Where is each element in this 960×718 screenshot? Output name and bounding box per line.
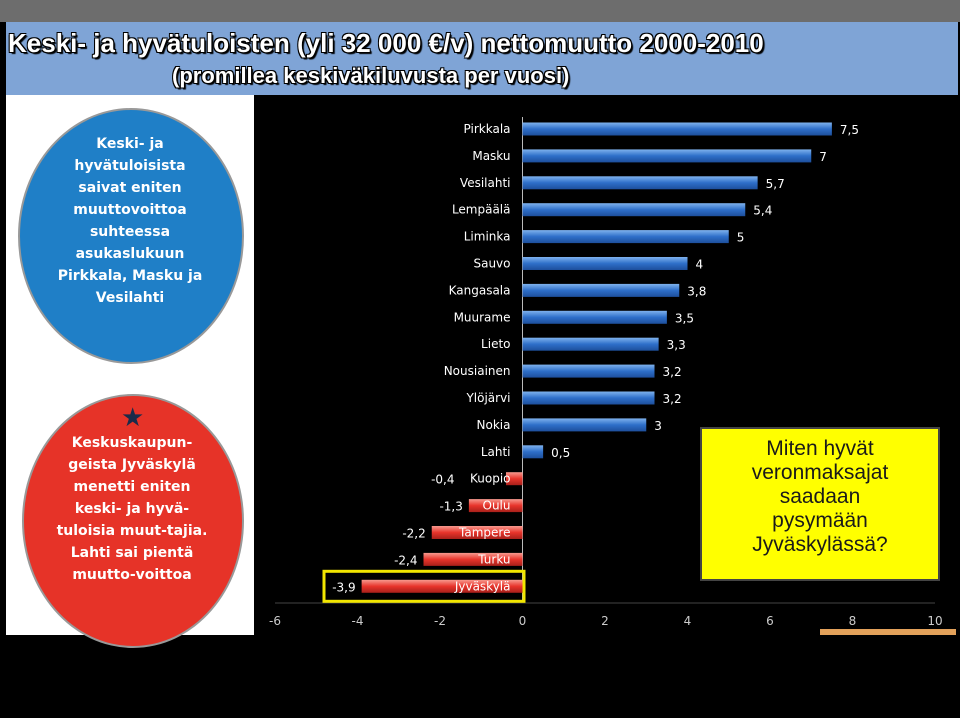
bar: [522, 230, 729, 244]
bar: [468, 499, 523, 513]
data-label: 3: [654, 419, 662, 433]
top-strip: [0, 0, 960, 22]
bar: [522, 149, 812, 163]
category-label: Kangasala: [449, 283, 511, 297]
callout-box: Miten hyvät veronmaksajat saadaan pysymä…: [700, 427, 940, 581]
bar: [522, 122, 832, 136]
x-tick-label: 10: [927, 614, 942, 628]
category-label: Nousiainen: [444, 364, 511, 378]
data-label: 5,7: [766, 177, 785, 191]
data-label: 7,5: [840, 123, 859, 137]
orange-accent-bar: [820, 629, 956, 635]
data-label: -2,2: [402, 527, 425, 541]
bar: [522, 310, 667, 324]
category-label: Jyväskylä: [454, 579, 511, 593]
slide-subtitle: (promillea keskiväkiluvusta per vuosi): [172, 63, 570, 88]
category-label: Lahti: [481, 445, 511, 459]
category-label: Muurame: [454, 310, 511, 324]
data-label: -2,4: [394, 553, 417, 567]
x-tick-label: 6: [766, 614, 774, 628]
category-label: Lieto: [481, 337, 510, 351]
x-tick-label: 2: [601, 614, 609, 628]
x-tick-label: -4: [352, 614, 364, 628]
bar: [522, 257, 688, 270]
x-tick-label: 4: [684, 614, 692, 628]
data-label: 0,5: [551, 446, 570, 460]
data-label: 3,2: [663, 392, 682, 406]
x-tick-label: 0: [519, 614, 527, 628]
bar: [361, 579, 523, 593]
bar: [522, 176, 758, 190]
red-circle: [22, 394, 244, 648]
bar: [522, 203, 746, 217]
data-label: 7: [819, 150, 827, 164]
data-label: -3,9: [332, 580, 355, 594]
bar: [423, 552, 523, 566]
bar: [506, 472, 523, 486]
category-label: Kuopio: [470, 472, 511, 486]
bar: [522, 364, 655, 378]
category-label: Tampere: [458, 526, 510, 540]
title-bar: [6, 22, 958, 95]
category-label: Oulu: [483, 499, 511, 513]
x-tick-label: -6: [269, 614, 281, 628]
category-label: Vesilahti: [460, 176, 511, 190]
bar: [522, 337, 659, 351]
data-label: 3,8: [687, 284, 706, 298]
data-label: 3,3: [667, 338, 686, 352]
data-label: 5: [737, 231, 745, 245]
red-circle-text: Keskuskaupun- geista Jyväskylä menetti e…: [56, 435, 208, 583]
highlight-box: [322, 569, 526, 603]
bar: [522, 391, 655, 405]
blue-circle: [18, 108, 244, 364]
category-label: Lempäälä: [452, 203, 511, 217]
x-tick-label: -2: [434, 614, 446, 628]
blue-circle-text: Keski- ja hyvätuloisista saivat eniten m…: [57, 136, 203, 306]
category-label: Turku: [477, 552, 510, 566]
category-label: Nokia: [477, 418, 511, 432]
bar-chart: Pirkkala 7,5 Masku 7 Vesilahti 5,7 Lempäälä 5,4…: [269, 117, 943, 628]
data-label: -1,3: [439, 500, 462, 514]
category-label: Ylöjärvi: [465, 391, 510, 405]
data-label: 3,2: [663, 365, 682, 379]
data-label: 3,5: [675, 311, 694, 325]
star-icon: ★: [121, 402, 145, 432]
data-label: 4: [696, 258, 704, 272]
bar: [522, 418, 647, 432]
data-label: 5,4: [753, 204, 772, 218]
category-label: Pirkkala: [464, 122, 511, 136]
category-label: Liminka: [464, 230, 511, 244]
bar: [431, 526, 523, 539]
category-label: Masku: [472, 149, 510, 163]
bar: [522, 283, 680, 297]
bar: [522, 445, 544, 459]
slide-title: Keski- ja hyvätuloisten (yli 32 000 €/v)…: [8, 28, 764, 58]
x-tick-label: 8: [849, 614, 857, 628]
category-label: Sauvo: [473, 257, 510, 271]
data-label: -0,4: [431, 473, 454, 487]
